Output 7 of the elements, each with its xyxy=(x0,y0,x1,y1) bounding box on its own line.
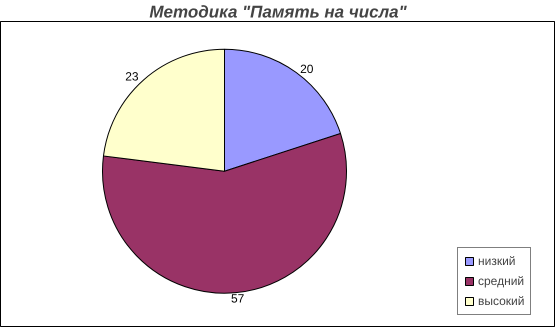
data-label: 20 xyxy=(300,62,314,76)
legend-label: низкий xyxy=(478,254,516,268)
data-label: 57 xyxy=(231,291,245,306)
data-label: 23 xyxy=(125,69,139,84)
legend-label: высокий xyxy=(478,294,524,308)
legend-label: средний xyxy=(478,274,524,288)
chart-title: Методика "Память на числа" xyxy=(149,2,408,22)
